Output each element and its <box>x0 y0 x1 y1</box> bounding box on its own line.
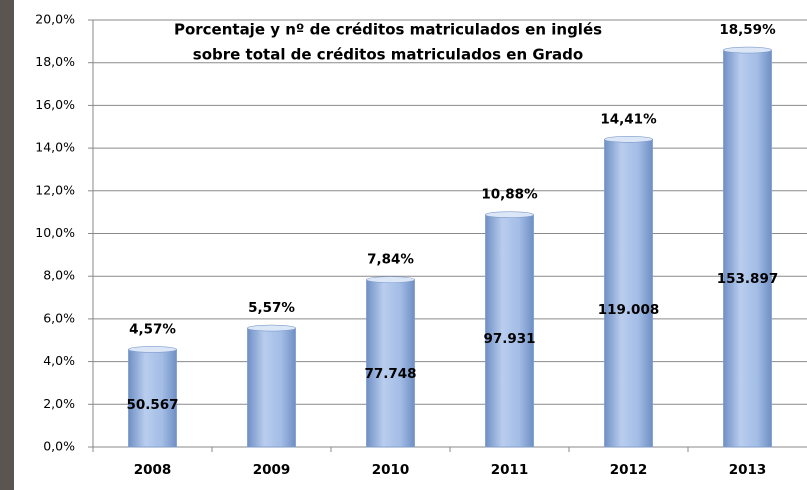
y-tick-label: 0,0% <box>43 439 75 454</box>
y-tick-label: 14,0% <box>35 140 75 155</box>
y-tick-label: 16,0% <box>35 97 75 112</box>
x-tick-label: 2011 <box>491 462 529 478</box>
bar-cap <box>128 346 177 353</box>
bar-cap <box>604 136 653 143</box>
x-tick-label: 2008 <box>134 462 172 478</box>
bar-cap <box>366 276 415 283</box>
bar <box>604 138 653 448</box>
bar <box>366 279 415 448</box>
x-tick-label: 2009 <box>253 462 291 478</box>
value-label: 5,57% <box>248 300 295 316</box>
y-tick-label: 20,0% <box>35 12 75 27</box>
bar <box>485 214 534 448</box>
bar <box>128 349 177 448</box>
count-label: 97.931 <box>483 331 535 347</box>
y-tick-label: 6,0% <box>43 310 75 325</box>
y-tick-label: 10,0% <box>35 225 75 240</box>
x-tick-label: 2013 <box>729 462 767 478</box>
chart-title: sobre total de créditos matriculados en … <box>193 46 583 64</box>
value-label: 4,57% <box>129 321 176 337</box>
y-tick-label: 12,0% <box>35 182 75 197</box>
x-tick-label: 2010 <box>372 462 410 478</box>
count-label: 119.008 <box>598 302 660 318</box>
left-strip <box>0 0 14 490</box>
y-tick-label: 8,0% <box>43 268 75 283</box>
x-tick-label: 2012 <box>610 462 648 478</box>
bar <box>247 327 296 448</box>
y-tick-label: 2,0% <box>43 396 75 411</box>
bar-cap <box>723 46 772 54</box>
count-label: 153.897 <box>717 271 779 287</box>
count-label: 50.567 <box>126 397 178 413</box>
value-label: 18,59% <box>719 22 776 38</box>
bar-cap <box>485 211 534 219</box>
y-tick-label: 4,0% <box>43 353 75 368</box>
bar-cap <box>247 324 296 332</box>
count-label: 77.748 <box>364 366 416 382</box>
chart-title: Porcentaje y nº de créditos matriculados… <box>174 21 602 39</box>
value-label: 10,88% <box>481 187 538 203</box>
value-label: 14,41% <box>600 111 657 127</box>
y-tick-label: 18,0% <box>35 54 75 69</box>
bar <box>723 49 772 448</box>
value-label: 7,84% <box>367 252 414 268</box>
